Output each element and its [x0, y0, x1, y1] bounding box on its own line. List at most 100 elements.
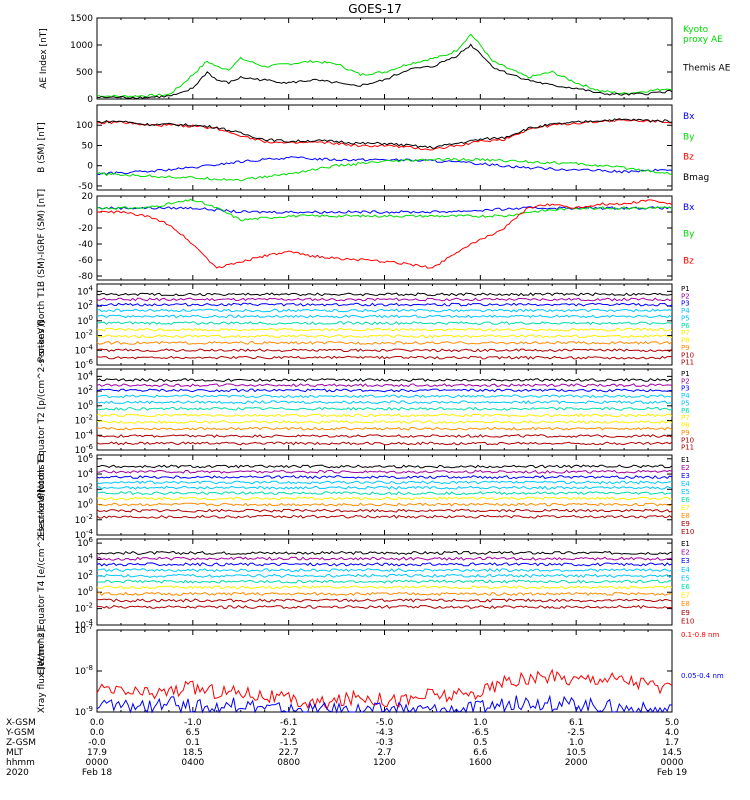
legend-ae-Kyoto-proxy-AE: Kyoto	[683, 25, 709, 35]
xaxis-cell: 2.2	[282, 728, 296, 738]
ytick-label: -80	[78, 272, 93, 282]
ytick-label: -20	[78, 224, 93, 234]
figure-title: GOES-17	[348, 2, 402, 16]
ytick-label: 102	[77, 482, 93, 495]
legend-electrons_t3-E9: E9	[681, 520, 690, 528]
series-protons_t2-P6	[96, 406, 673, 411]
series-electrons_t4-E1	[96, 550, 673, 556]
legend-bigrf-Bx: Bx	[683, 203, 695, 213]
legend-electrons_t4-E2: E2	[681, 549, 690, 557]
series-electrons_t3-E4	[96, 480, 673, 485]
xaxis-cell: Feb 18	[82, 768, 113, 778]
xaxis-cell: 0.0	[90, 718, 105, 728]
legend-bigrf-Bz: Bz	[683, 256, 694, 266]
legend-protons_t2-P10: P10	[681, 436, 694, 444]
xaxis-cell: 1200	[373, 758, 396, 768]
series-electrons_t4-E7	[96, 585, 673, 590]
series-electrons_t3-E10	[96, 514, 673, 519]
legend-protons_t1-P2: P2	[681, 292, 690, 300]
xaxis-cell: -6.5	[472, 728, 490, 738]
series-xray-0-05-0-4-nm	[96, 694, 673, 714]
xaxis-cell: 1.0	[473, 718, 488, 728]
series-protons_t2-P4	[96, 394, 673, 399]
ytick-label: 10-2	[75, 513, 93, 526]
legend-electrons_t3-E4: E4	[681, 480, 690, 488]
legend-electrons_t3-E3: E3	[681, 472, 690, 480]
legend-electrons_t3-E7: E7	[681, 504, 690, 512]
legend-protons_t2-P7: P7	[681, 414, 690, 422]
xaxis-cell: 1600	[469, 758, 492, 768]
xaxis-cell: 6.5	[186, 728, 200, 738]
legend-protons_t1-P1: P1	[681, 285, 690, 293]
series-electrons_t4-E6	[96, 579, 673, 584]
ytick-label: 102	[77, 569, 93, 582]
ytick-label: 500	[76, 68, 93, 78]
panel-frame-protons_t1	[96, 283, 673, 366]
legend-electrons_t4-E5: E5	[681, 574, 690, 582]
legend-ae-Themis-AE: Themis AE	[682, 64, 731, 74]
xaxis-cell: 0000	[86, 758, 109, 768]
ytick-label: 10-8	[75, 664, 93, 677]
series-ae-Themis-AE	[96, 43, 673, 100]
xaxis-cell: 1.7	[665, 738, 679, 748]
xaxis-row-label: 2020	[6, 768, 29, 778]
xaxis-cell: 10.5	[566, 748, 586, 758]
series-electrons_t3-E9	[96, 508, 673, 513]
legend-electrons_t4-E9: E9	[681, 609, 690, 617]
ytick-label: 104	[77, 284, 93, 297]
legend-protons_t1-P11: P11	[681, 359, 694, 367]
xaxis-cell: -0.3	[376, 738, 394, 748]
legend-bsm-By: By	[683, 132, 695, 142]
series-protons_t1-P9	[96, 340, 673, 345]
series-electrons_t3-E1	[96, 464, 673, 469]
xaxis-cell: 0000	[661, 758, 684, 768]
legend-bsm-Bmag: Bmag	[683, 173, 709, 183]
legend-protons_t1-P9: P9	[681, 344, 690, 352]
ytick-label: 1000	[70, 41, 93, 51]
ylabel: B (SM) [nT]	[37, 122, 47, 173]
legend-protons_t1-P6: P6	[681, 322, 690, 330]
legend-electrons_t4-E7: E7	[681, 592, 690, 600]
ylabel: Electrons North T3	[37, 453, 47, 537]
ytick-label: 50	[82, 141, 94, 151]
xaxis-row-label: Z-GSM	[6, 738, 36, 748]
legend-protons_t1-P8: P8	[681, 337, 690, 345]
xaxis-cell: -1.0	[184, 718, 202, 728]
xaxis-row-label: hhmm	[6, 758, 35, 768]
xaxis-cell: 0.1	[186, 738, 200, 748]
series-protons_t1-P10	[96, 348, 673, 353]
ytick-label: 10-4	[75, 343, 94, 356]
series-bigrf-Bx	[96, 206, 673, 214]
series-xray-0-1-0-8-nm	[96, 668, 673, 711]
xaxis-cell: 22.7	[279, 748, 299, 758]
series-electrons_t4-E8	[96, 591, 673, 597]
legend-protons_t2-P3: P3	[681, 385, 690, 393]
ytick-label: 100	[76, 121, 93, 131]
xaxis-cell: 0400	[181, 758, 204, 768]
xaxis-cell: Feb 19	[657, 768, 688, 778]
ytick-label: 104	[77, 467, 93, 480]
ytick-label: 100	[77, 399, 93, 412]
legend-protons_t2-P1: P1	[681, 370, 690, 378]
series-protons_t2-P3	[96, 388, 672, 393]
legend-protons_t1-P10: P10	[681, 351, 694, 359]
legend-electrons_t4-E3: E3	[681, 557, 690, 565]
series-ae-Kyoto-proxy-AE	[96, 33, 673, 98]
ylabel: Protons North T1	[37, 287, 47, 363]
series-protons_t2-P8	[96, 420, 673, 424]
legend-protons_t2-P6: P6	[681, 407, 690, 415]
series-protons_t1-P2	[96, 297, 673, 302]
series-bsm-Bmag	[96, 118, 672, 149]
series-protons_t2-P5	[96, 400, 673, 405]
series-protons_t2-P11	[96, 441, 673, 446]
legend-xray-0-1-0-8-nm: 0.1-0.8 nm	[681, 631, 719, 639]
ylabel: B (SM)-IGRF (SM) [nT]	[37, 189, 47, 287]
xaxis-cell: 2000	[565, 758, 588, 768]
series-protons_t1-P7	[96, 327, 673, 332]
xaxis-cell: 6.6	[473, 748, 488, 758]
series-bsm-Bz	[96, 119, 673, 151]
ytick-label: 0	[87, 162, 93, 172]
legend-electrons_t3-E10: E10	[681, 528, 694, 536]
ytick-label: -40	[78, 240, 93, 250]
